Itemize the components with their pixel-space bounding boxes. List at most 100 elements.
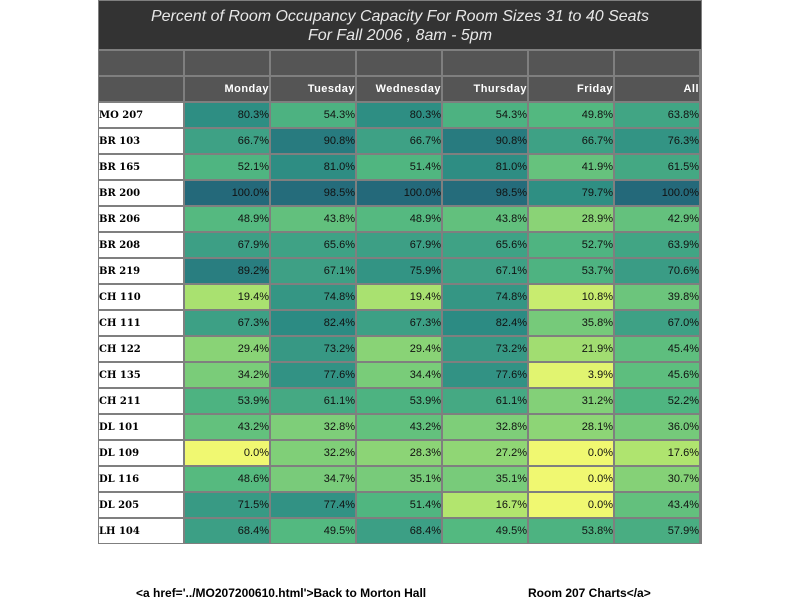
heatmap-cell: 30.7% bbox=[615, 467, 699, 491]
table-row: BR 200 100.0% 98.5% 100.0% 98.5% 79.7% 100.0% bbox=[99, 181, 699, 205]
heatmap-cell: 35.8% bbox=[529, 311, 613, 335]
heatmap-cell: 49.8% bbox=[529, 103, 613, 127]
heatmap-cell: 100.0% bbox=[357, 181, 441, 205]
header-spacer-cell bbox=[185, 51, 269, 75]
table-row: CH 111 67.3% 82.4% 67.3% 82.4% 35.8% 67.0% bbox=[99, 311, 699, 335]
heatmap-cell: 43.8% bbox=[271, 207, 355, 231]
heatmap-cell: 53.8% bbox=[529, 519, 613, 543]
header-spacer-cell bbox=[529, 51, 613, 75]
table-row: BR 219 89.2% 67.1% 75.9% 67.1% 53.7% 70.6% bbox=[99, 259, 699, 283]
heatmap-cell: 43.8% bbox=[443, 207, 527, 231]
heatmap-cell: 19.4% bbox=[357, 285, 441, 309]
heatmap-cell: 17.6% bbox=[615, 441, 699, 465]
heatmap-cell: 29.4% bbox=[357, 337, 441, 361]
heatmap-cell: 54.3% bbox=[443, 103, 527, 127]
table-row: CH 135 34.2% 77.6% 34.4% 77.6% 3.9% 45.6% bbox=[99, 363, 699, 387]
table-row: DL 109 0.0% 32.2% 28.3% 27.2% 0.0% 17.6% bbox=[99, 441, 699, 465]
heatmap-cell: 61.1% bbox=[443, 389, 527, 413]
heatmap-cell: 76.3% bbox=[615, 129, 699, 153]
row-label: BR 208 bbox=[99, 233, 183, 257]
column-header-all: All bbox=[615, 77, 699, 101]
heatmap-cell: 10.8% bbox=[529, 285, 613, 309]
heatmap-cell: 53.9% bbox=[185, 389, 269, 413]
heatmap-cell: 48.9% bbox=[357, 207, 441, 231]
heatmap-cell: 34.4% bbox=[357, 363, 441, 387]
heatmap-cell: 32.8% bbox=[271, 415, 355, 439]
heatmap-cell: 74.8% bbox=[271, 285, 355, 309]
table-row: CH 110 19.4% 74.8% 19.4% 74.8% 10.8% 39.8% bbox=[99, 285, 699, 309]
heatmap-cell: 43.2% bbox=[357, 415, 441, 439]
heatmap-cell: 39.8% bbox=[615, 285, 699, 309]
heatmap-cell: 27.2% bbox=[443, 441, 527, 465]
heatmap-cell: 73.2% bbox=[443, 337, 527, 361]
heatmap-cell: 82.4% bbox=[271, 311, 355, 335]
heatmap-cell: 67.9% bbox=[357, 233, 441, 257]
heatmap-cell: 52.7% bbox=[529, 233, 613, 257]
row-label: BR 103 bbox=[99, 129, 183, 153]
table-row: BR 206 48.9% 43.8% 48.9% 43.8% 28.9% 42.9% bbox=[99, 207, 699, 231]
heatmap-cell: 49.5% bbox=[443, 519, 527, 543]
heatmap-cell: 34.7% bbox=[271, 467, 355, 491]
heatmap-cell: 0.0% bbox=[529, 467, 613, 491]
heatmap-cell: 32.2% bbox=[271, 441, 355, 465]
heatmap-cell: 67.0% bbox=[615, 311, 699, 335]
heatmap-cell: 53.9% bbox=[357, 389, 441, 413]
heatmap-cell: 0.0% bbox=[529, 441, 613, 465]
heatmap-cell: 52.1% bbox=[185, 155, 269, 179]
row-label: DL 116 bbox=[99, 467, 183, 491]
row-label: CH 111 bbox=[99, 311, 183, 335]
row-label: DL 205 bbox=[99, 493, 183, 517]
heatmap-cell: 66.7% bbox=[185, 129, 269, 153]
heatmap-cell: 65.6% bbox=[271, 233, 355, 257]
column-header-tuesday: Tuesday bbox=[271, 77, 355, 101]
heatmap-cell: 3.9% bbox=[529, 363, 613, 387]
heatmap-cell: 68.4% bbox=[185, 519, 269, 543]
heatmap-cell: 90.8% bbox=[443, 129, 527, 153]
heatmap-cell: 65.6% bbox=[443, 233, 527, 257]
heatmap-cell: 68.4% bbox=[357, 519, 441, 543]
heatmap-cell: 66.7% bbox=[529, 129, 613, 153]
heatmap-cell: 51.4% bbox=[357, 493, 441, 517]
column-header-wednesday: Wednesday bbox=[357, 77, 441, 101]
heatmap-cell: 0.0% bbox=[529, 493, 613, 517]
row-label: BR 219 bbox=[99, 259, 183, 283]
heatmap-table: Monday Tuesday Wednesday Thursday Friday All … bbox=[97, 49, 701, 545]
heatmap-cell: 67.1% bbox=[443, 259, 527, 283]
row-label: BR 206 bbox=[99, 207, 183, 231]
occupancy-heatmap: Percent of Room Occupancy Capacity For R… bbox=[98, 0, 702, 544]
table-row: BR 208 67.9% 65.6% 67.9% 65.6% 52.7% 63.9% bbox=[99, 233, 699, 257]
row-label: DL 101 bbox=[99, 415, 183, 439]
heatmap-cell: 63.9% bbox=[615, 233, 699, 257]
row-label: CH 211 bbox=[99, 389, 183, 413]
heatmap-cell: 67.3% bbox=[185, 311, 269, 335]
heatmap-cell: 98.5% bbox=[271, 181, 355, 205]
column-header-monday: Monday bbox=[185, 77, 269, 101]
row-label: CH 122 bbox=[99, 337, 183, 361]
heatmap-cell: 81.0% bbox=[443, 155, 527, 179]
header-spacer-cell bbox=[99, 51, 183, 75]
heatmap-cell: 16.7% bbox=[443, 493, 527, 517]
heatmap-cell: 19.4% bbox=[185, 285, 269, 309]
chart-title-bar: Percent of Room Occupancy Capacity For R… bbox=[99, 1, 701, 49]
table-row: BR 165 52.1% 81.0% 51.4% 81.0% 41.9% 61.5% bbox=[99, 155, 699, 179]
heatmap-cell: 48.6% bbox=[185, 467, 269, 491]
heatmap-cell: 53.7% bbox=[529, 259, 613, 283]
heatmap-cell: 43.2% bbox=[185, 415, 269, 439]
heatmap-cell: 45.6% bbox=[615, 363, 699, 387]
heatmap-cell: 63.8% bbox=[615, 103, 699, 127]
row-label: CH 110 bbox=[99, 285, 183, 309]
header-spacer-cell bbox=[357, 51, 441, 75]
heatmap-body: MO 207 80.3% 54.3% 80.3% 54.3% 49.8% 63.8% BR 1… bbox=[99, 103, 699, 543]
heatmap-cell: 81.0% bbox=[271, 155, 355, 179]
room-charts-link[interactable]: Room 207 Charts</a> bbox=[528, 586, 651, 600]
heatmap-cell: 67.3% bbox=[357, 311, 441, 335]
back-to-morton-hall-link[interactable]: <a href='../MO207200610.html'>Back to Mo… bbox=[136, 586, 427, 600]
heatmap-cell: 32.8% bbox=[443, 415, 527, 439]
heatmap-cell: 90.8% bbox=[271, 129, 355, 153]
heatmap-cell: 35.1% bbox=[357, 467, 441, 491]
heatmap-cell: 89.2% bbox=[185, 259, 269, 283]
heatmap-cell: 77.4% bbox=[271, 493, 355, 517]
row-label: LH 104 bbox=[99, 519, 183, 543]
heatmap-cell: 77.6% bbox=[443, 363, 527, 387]
heatmap-cell: 71.5% bbox=[185, 493, 269, 517]
